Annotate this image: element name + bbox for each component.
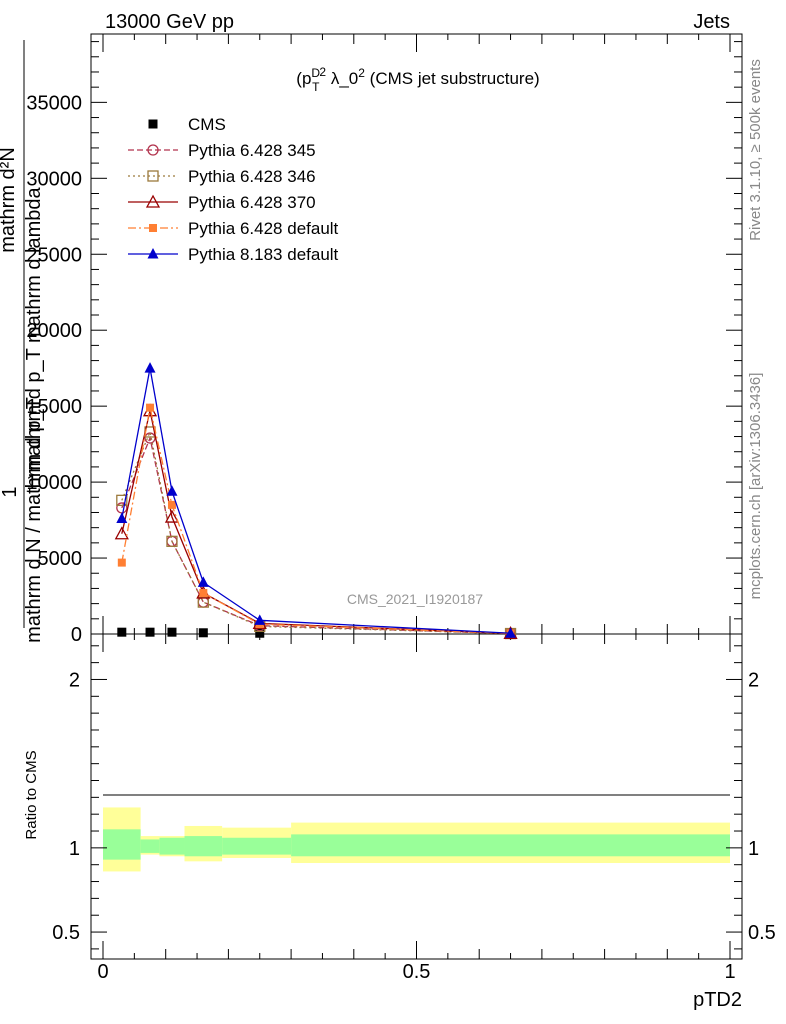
- series-cms: [117, 627, 516, 639]
- data-point: [505, 627, 517, 638]
- data-point: [145, 627, 155, 637]
- data-point: [197, 576, 209, 587]
- data-point: [198, 628, 208, 638]
- main-y-ticks: 0 5000 10000 15000 20000 25000 30000 35000: [26, 41, 742, 646]
- series-line: [121, 368, 511, 634]
- data-point: [117, 627, 127, 637]
- main-y-tick-label: 15000: [26, 396, 82, 418]
- legend-marker: [149, 224, 157, 232]
- ratio-y-ticks: 0.5 0.5 1 1 2 2: [52, 645, 776, 950]
- ratio-y-tick-label-left: 2: [69, 669, 80, 691]
- legend-marker: [148, 119, 158, 129]
- data-point: [146, 403, 155, 412]
- ratio-band-inner: [222, 837, 292, 855]
- series-line: [121, 407, 511, 635]
- ratio-bands: [103, 807, 730, 872]
- data-point: [255, 628, 265, 638]
- legend-marker: [147, 248, 159, 259]
- y-label-numerator-1: mathrm d²N: [0, 147, 19, 253]
- data-point: [144, 362, 156, 373]
- legend-entry: Pythia 8.183 default: [128, 245, 339, 264]
- y-label-denominator: mathrm d N / mathrm d p_T: [23, 397, 45, 643]
- data-point: [166, 535, 178, 547]
- series-layer: [114, 362, 518, 640]
- data-point: [199, 588, 208, 597]
- legend-label: CMS: [188, 115, 226, 134]
- ratio-band-inner: [103, 829, 141, 860]
- x-tick-label: 1: [724, 961, 735, 983]
- x-axis-label: pTD2: [693, 989, 742, 1011]
- ratio-band-inner: [184, 836, 223, 857]
- header-energy-label: 13000 GeV pp: [105, 11, 234, 33]
- legend-marker: [145, 194, 161, 208]
- ratio-band-inner: [291, 834, 730, 857]
- main-y-tick-label: 30000: [26, 168, 82, 190]
- main-y-tick-label: 10000: [26, 472, 82, 494]
- data-point: [167, 500, 176, 509]
- data-point: [164, 509, 180, 523]
- data-point: [166, 485, 178, 496]
- legend: CMS Pythia 6.428 345 Pythia 6.428 346 Pythi…: [128, 115, 339, 264]
- x-tick-label: 0.5: [403, 961, 431, 983]
- y-label-numerator-2: mathrm d p_T mathrm d lambda: [23, 186, 45, 472]
- ratio-y-tick-label-right: 0.5: [748, 922, 776, 944]
- watermark: CMS_2021_I1920187: [347, 591, 483, 607]
- legend-label: Pythia 6.428 346: [188, 167, 316, 186]
- data-point: [117, 558, 126, 567]
- legend-label: Pythia 6.428 345: [188, 141, 316, 160]
- legend-entry: Pythia 6.428 default: [128, 219, 339, 238]
- data-point: [116, 494, 128, 506]
- series-pythia-8-183-default: [116, 362, 517, 638]
- legend-label: Pythia 6.428 default: [188, 219, 339, 238]
- main-y-axis-label: mathrm d²N mathrm d p_T mathrm d lambda …: [0, 40, 45, 643]
- header-process-label: Jets: [693, 11, 730, 33]
- ratio-y-tick-label-left: 0.5: [52, 922, 80, 944]
- legend-marker: [147, 170, 159, 182]
- main-y-tick-label: 5000: [38, 548, 83, 570]
- data-point: [254, 614, 266, 625]
- main-y-tick-label: 20000: [26, 320, 82, 342]
- mcplots-label: mcplots.cern.ch [arXiv:1306.3436]: [747, 373, 764, 600]
- legend-label: Pythia 8.183 default: [188, 245, 339, 264]
- data-point: [167, 627, 177, 637]
- ratio-y-tick-label-right: 1: [748, 838, 759, 860]
- ratio-y-tick-label-right: 2: [748, 669, 759, 691]
- legend-entry: Pythia 6.428 345: [128, 141, 316, 160]
- main-title: (pD T2 λ_02 (CMS jet substructure): [296, 65, 539, 94]
- data-point: [116, 512, 128, 524]
- legend-label: Pythia 6.428 370: [188, 193, 316, 212]
- legend-marker: [147, 144, 159, 156]
- data-point: [114, 526, 129, 540]
- ratio-y-tick-label-left: 1: [69, 838, 80, 860]
- legend-entry: CMS: [148, 115, 226, 134]
- legend-entry: Pythia 6.428 370: [128, 193, 316, 212]
- series-line: [121, 435, 511, 635]
- y-label-one: 1: [0, 486, 21, 497]
- ratio-y-axis-label: Ratio to CMS: [23, 750, 40, 839]
- ratio-plot-border: [90, 633, 743, 960]
- main-y-tick-label: 25000: [26, 244, 82, 266]
- main-y-tick-label: 35000: [26, 92, 82, 114]
- data-point: [197, 596, 209, 608]
- data-point: [116, 502, 128, 514]
- rivet-label: Rivet 3.1.10, ≥ 500k events: [747, 59, 764, 241]
- ratio-plot-frame: [90, 633, 743, 960]
- ratio-band-inner: [140, 839, 160, 853]
- main-y-tick-label: 0: [71, 624, 82, 646]
- x-tick-label: 0: [97, 961, 108, 983]
- series-line: [121, 429, 511, 635]
- x-ticks: 0 0.5 1: [97, 34, 736, 983]
- legend-entry: Pythia 6.428 346: [128, 167, 316, 186]
- ratio-band-inner: [159, 837, 185, 855]
